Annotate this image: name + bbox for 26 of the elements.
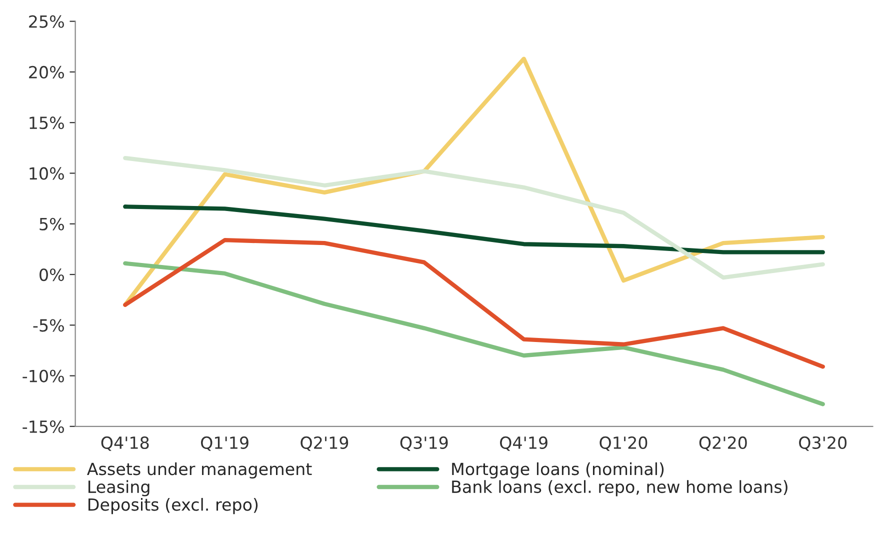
legend-label: Assets under management (87, 462, 312, 478)
line-series (123, 238, 825, 369)
legend-label: Mortgage loans (nominal) (452, 462, 664, 478)
y-tick-label: 10% (30, 167, 64, 180)
x-tick-label: Q1'19 (201, 436, 248, 451)
y-tick-label: -10% (22, 370, 64, 382)
legend-label: Deposits (excl. repo) (88, 498, 258, 514)
legend-label: Leasing (88, 480, 150, 496)
line-series (123, 156, 825, 280)
x-tick-label: Q2'19 (300, 436, 348, 451)
x-tick-label: Q1'20 (600, 436, 648, 451)
y-tick-label: 0% (40, 268, 64, 282)
x-tick-label: Q3'20 (799, 436, 847, 451)
x-tick-label: Q2'20 (699, 436, 747, 451)
y-tick-label: 25% (29, 15, 64, 28)
x-tick-label: Q4'19 (500, 436, 548, 451)
legend-label: Bank loans (excl. repo, new home loans) (452, 480, 788, 496)
y-tick-label: 5% (40, 218, 64, 230)
y-tick-label: -5% (33, 319, 64, 332)
line-series (123, 204, 825, 254)
y-tick-label: 20% (29, 66, 64, 79)
y-tick-label: 15% (30, 116, 64, 130)
y-tick-label: -15% (22, 420, 64, 433)
line-series (123, 261, 825, 406)
x-tick-label: Q4'18 (101, 436, 149, 451)
x-tick-label: Q3'19 (400, 436, 448, 451)
